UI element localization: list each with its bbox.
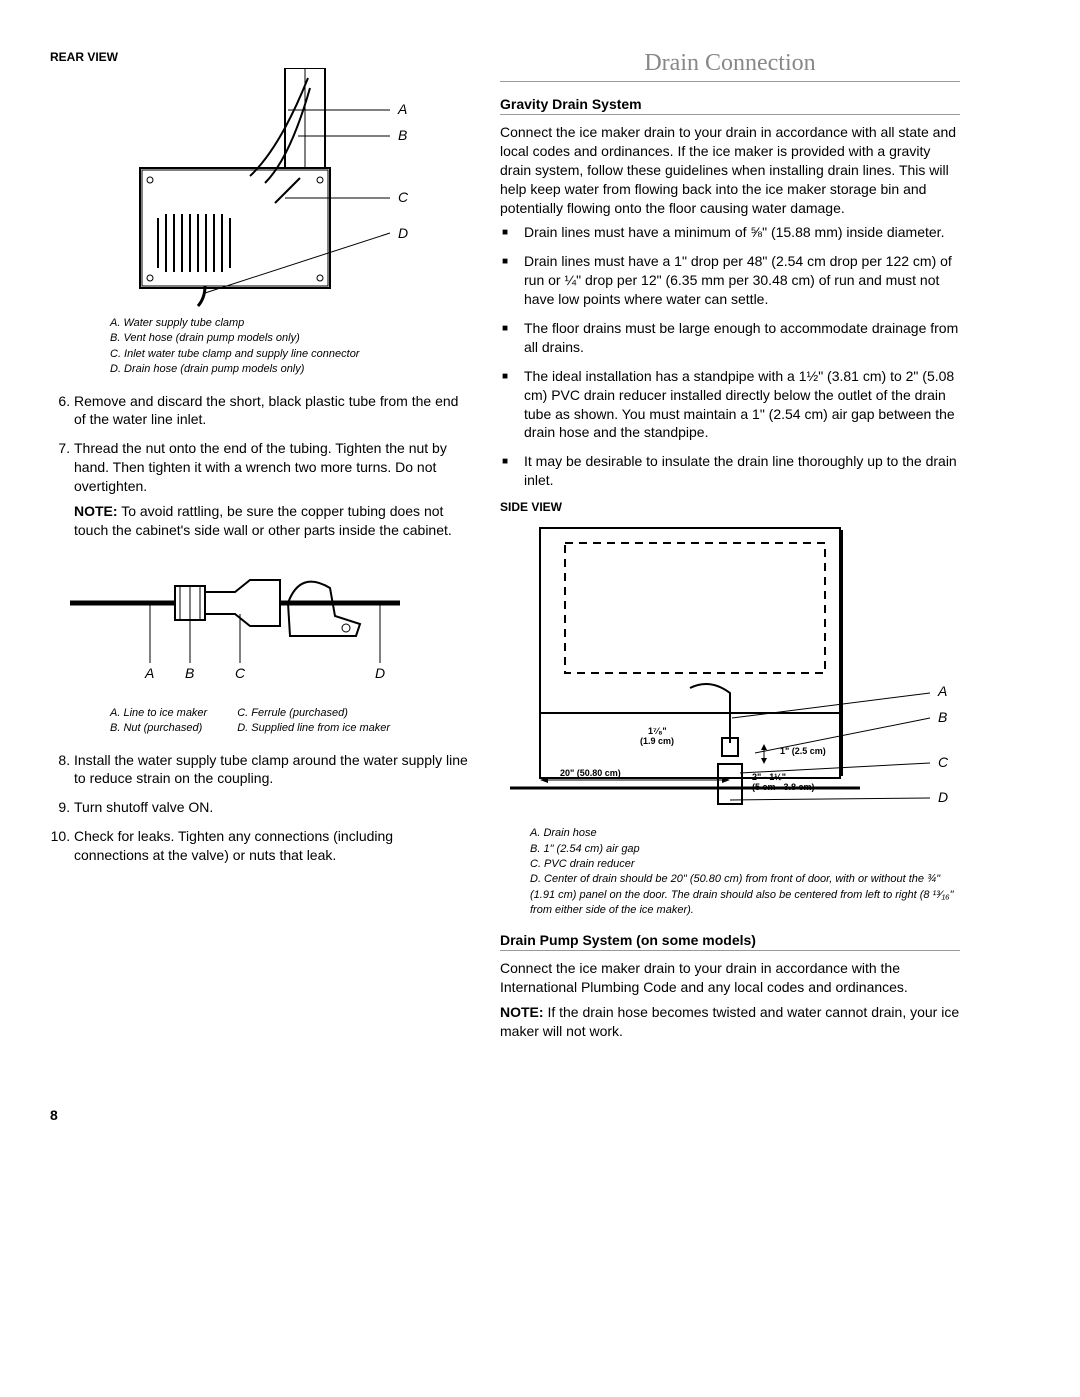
caption-line: A. Line to ice maker <box>110 706 207 721</box>
steps-list-b: Install the water supply tube clamp arou… <box>50 751 470 865</box>
page-columns: REAR VIEW <box>50 50 930 1047</box>
caption-line: B. Nut (purchased) <box>110 721 207 736</box>
page-number: 8 <box>50 1107 930 1123</box>
bullet: Drain lines must have a minimum of ⅝" (1… <box>518 223 960 242</box>
svg-text:(5 cm - 3.8 cm): (5 cm - 3.8 cm) <box>752 782 815 792</box>
steps-list-a: Remove and discard the short, black plas… <box>50 392 470 540</box>
svg-text:D: D <box>938 789 948 805</box>
svg-text:D: D <box>398 225 408 241</box>
svg-text:20" (50.80 cm): 20" (50.80 cm) <box>560 768 621 778</box>
svg-text:C: C <box>938 754 949 770</box>
gravity-heading: Gravity Drain System <box>500 96 960 115</box>
svg-text:B: B <box>938 709 947 725</box>
rear-view-label: REAR VIEW <box>50 50 470 64</box>
caption-line: D. Supplied line from ice maker <box>237 721 390 736</box>
right-column: Drain Connection Gravity Drain System Co… <box>500 50 960 1047</box>
side-view-figure: 1⁷⁄₈" (1.9 cm) 1" (2.5 cm) 20" (50.80 cm… <box>500 518 960 818</box>
pump-intro: Connect the ice maker drain to your drai… <box>500 959 960 997</box>
svg-text:B: B <box>185 665 194 681</box>
side-view-label: SIDE VIEW <box>500 500 960 514</box>
gravity-bullets: Drain lines must have a minimum of ⅝" (1… <box>500 223 960 490</box>
svg-text:A: A <box>397 101 407 117</box>
svg-text:D: D <box>375 665 385 681</box>
bullet: The floor drains must be large enough to… <box>518 319 960 357</box>
bullet: The ideal installation has a standpipe w… <box>518 367 960 443</box>
left-column: REAR VIEW <box>50 50 470 1047</box>
rear-view-caption: A. Water supply tube clamp B. Vent hose … <box>110 316 470 378</box>
gravity-intro: Connect the ice maker drain to your drai… <box>500 123 960 217</box>
step-7: Thread the nut onto the end of the tubin… <box>74 439 470 539</box>
svg-text:A: A <box>144 665 154 681</box>
caption-line: D. Center of drain should be 20" (50.80 … <box>530 872 960 918</box>
coupling-caption: A. Line to ice maker B. Nut (purchased) … <box>110 706 470 737</box>
caption-line: C. PVC drain reducer <box>530 857 960 872</box>
section-title: Drain Connection <box>500 50 960 82</box>
rear-view-figure: A B C D <box>50 68 470 308</box>
caption-line: D. Drain hose (drain pump models only) <box>110 362 470 377</box>
caption-line: C. Inlet water tube clamp and supply lin… <box>110 347 470 362</box>
svg-text:B: B <box>398 127 407 143</box>
bullet: Drain lines must have a 1" drop per 48" … <box>518 252 960 309</box>
svg-text:C: C <box>235 665 246 681</box>
pump-heading: Drain Pump System (on some models) <box>500 932 960 951</box>
caption-line: C. Ferrule (purchased) <box>237 706 390 721</box>
step-8: Install the water supply tube clamp arou… <box>74 751 470 789</box>
step-7-note: NOTE: To avoid rattling, be sure the cop… <box>74 502 470 540</box>
caption-line: A. Drain hose <box>530 826 960 841</box>
svg-text:C: C <box>398 189 409 205</box>
svg-text:(1.9 cm): (1.9 cm) <box>640 736 674 746</box>
bullet: It may be desirable to insulate the drai… <box>518 452 960 490</box>
caption-line: A. Water supply tube clamp <box>110 316 470 331</box>
step-9: Turn shutoff valve ON. <box>74 798 470 817</box>
svg-text:1⁷⁄₈": 1⁷⁄₈" <box>648 726 667 736</box>
step-10: Check for leaks. Tighten any connections… <box>74 827 470 865</box>
step-6: Remove and discard the short, black plas… <box>74 392 470 430</box>
svg-text:1" (2.5 cm): 1" (2.5 cm) <box>780 746 826 756</box>
side-view-caption: A. Drain hose B. 1" (2.54 cm) air gap C.… <box>530 826 960 918</box>
coupling-figure: A B C D <box>50 558 470 698</box>
caption-line: B. Vent hose (drain pump models only) <box>110 331 470 346</box>
svg-text:A: A <box>937 683 947 699</box>
pump-note: NOTE: If the drain hose becomes twisted … <box>500 1003 960 1041</box>
svg-text:2" - 1½": 2" - 1½" <box>752 772 786 782</box>
caption-line: B. 1" (2.54 cm) air gap <box>530 842 960 857</box>
